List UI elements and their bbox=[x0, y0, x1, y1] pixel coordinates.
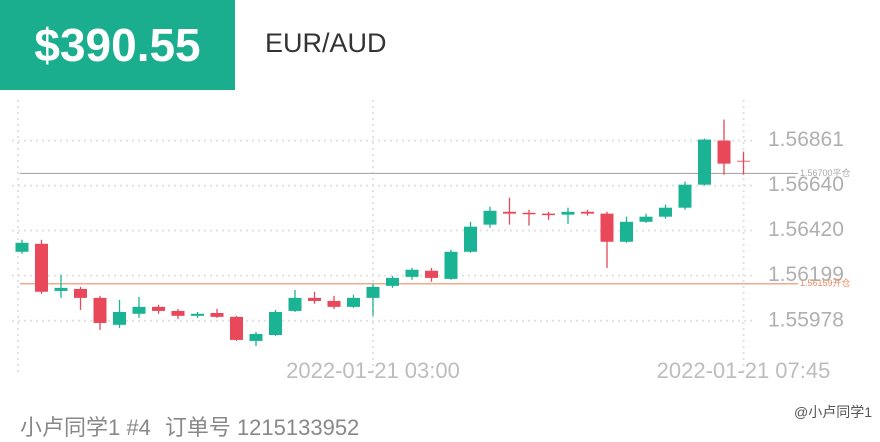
candle-body bbox=[210, 312, 224, 317]
candle-body bbox=[717, 140, 731, 164]
candle-body bbox=[503, 211, 516, 214]
y-tick-label: 1.56640 bbox=[768, 173, 844, 196]
chart: 1.56861 1.56640 1.56420 1.56199 1.55978 2022-… bbox=[12, 100, 851, 383]
candle-body bbox=[347, 297, 360, 307]
candle-body bbox=[191, 313, 204, 316]
y-tick-label: 1.55978 bbox=[768, 308, 844, 331]
candle-body bbox=[386, 277, 399, 286]
candle-body bbox=[639, 216, 653, 222]
candle-body bbox=[464, 226, 477, 252]
candle-body bbox=[54, 287, 68, 291]
candle-body bbox=[288, 297, 302, 311]
candle-body bbox=[15, 242, 29, 252]
candle-body bbox=[249, 333, 263, 341]
y-tick-label: 1.56199 bbox=[768, 263, 844, 286]
candle-body bbox=[93, 297, 107, 323]
footer: 小卢同学1 #4 订单号 1215133952 bbox=[20, 410, 359, 442]
x-tick-label: 2022-01-21 03:00 bbox=[286, 358, 460, 383]
order: 订单号 1215133952 bbox=[164, 415, 360, 440]
candle-body bbox=[483, 210, 497, 225]
candle-body bbox=[678, 184, 692, 208]
price: $390.55 bbox=[0, 0, 235, 90]
candle-body bbox=[35, 243, 48, 292]
candle-body bbox=[561, 211, 575, 215]
y-tick-label: 1.56861 bbox=[768, 128, 844, 151]
pair: EUR/AUD bbox=[265, 28, 387, 58]
candle-body bbox=[542, 213, 555, 216]
candle-body bbox=[405, 269, 419, 277]
candle-body bbox=[132, 306, 146, 314]
reference-label: 1.56700平仓 bbox=[800, 167, 851, 178]
candle-body bbox=[620, 221, 633, 242]
candle-body bbox=[600, 213, 614, 242]
candle-body bbox=[659, 207, 672, 217]
candle-body bbox=[737, 160, 750, 163]
candle-body bbox=[581, 211, 594, 214]
watermark: @小卢同学1 bbox=[794, 404, 872, 420]
candle-body bbox=[74, 288, 87, 298]
x-tick-label: 2022-01-21 07:45 bbox=[657, 358, 831, 383]
candle-body bbox=[113, 311, 126, 325]
y-tick-label: 1.56420 bbox=[768, 218, 844, 241]
candle-body bbox=[698, 139, 711, 185]
candle-body bbox=[444, 251, 458, 279]
candle-body bbox=[522, 212, 536, 215]
candle-body bbox=[425, 270, 438, 278]
candle-body bbox=[230, 316, 243, 340]
candle-body bbox=[366, 286, 380, 298]
user: 小卢同学1 #4 bbox=[20, 415, 151, 440]
candle-body bbox=[327, 300, 341, 307]
candle-body bbox=[171, 310, 185, 316]
candle-body bbox=[152, 306, 165, 311]
candle-body bbox=[308, 297, 321, 301]
candle-body bbox=[269, 311, 282, 336]
reference-label: 1.56159开仓 bbox=[800, 277, 851, 288]
